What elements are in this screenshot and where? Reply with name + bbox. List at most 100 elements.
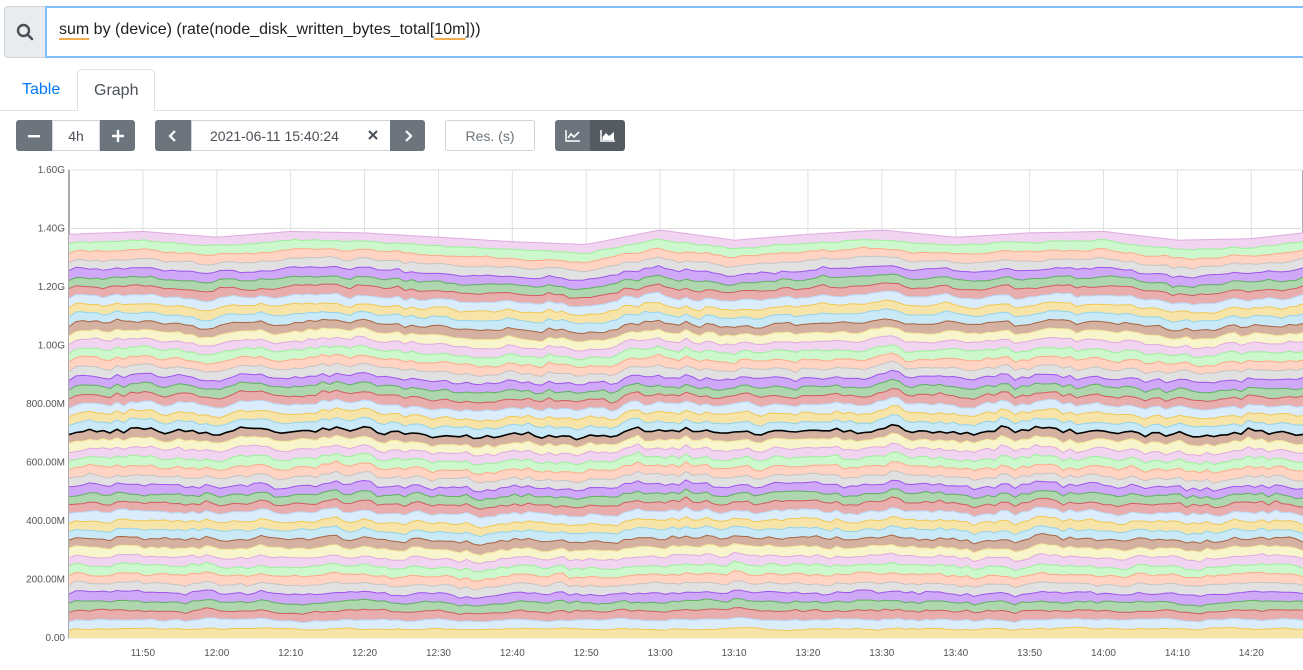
series-line [68, 352, 1303, 369]
series-area[interactable] [69, 282, 1303, 307]
series-area[interactable] [69, 617, 1303, 631]
series-area[interactable] [69, 533, 1303, 556]
clear-end-time-button[interactable] [362, 124, 384, 146]
series-area[interactable] [69, 335, 1303, 360]
query-token-sum: sum [59, 21, 90, 38]
series-line [68, 265, 1303, 281]
x-tick-label: 13:00 [648, 648, 673, 659]
x-tick-label: 12:00 [204, 648, 229, 659]
chevron-left-icon [168, 129, 176, 142]
series-area[interactable] [69, 525, 1303, 546]
tab-table[interactable]: Table [22, 81, 61, 98]
x-tick-label: 12:40 [500, 648, 525, 659]
series-line [68, 360, 1303, 378]
series-area[interactable] [69, 589, 1303, 607]
series-area[interactable] [69, 379, 1303, 404]
x-tick-label: 11:50 [131, 648, 156, 659]
x-tick-label: 12:20 [352, 648, 377, 659]
tab-graph[interactable]: Graph [77, 69, 156, 111]
series-line [68, 598, 1303, 607]
series-area[interactable] [69, 265, 1303, 290]
series-line [68, 388, 1303, 404]
series-area[interactable] [69, 405, 1303, 430]
area-chart-icon [599, 129, 615, 142]
series-line [68, 451, 1303, 466]
series-area[interactable] [69, 580, 1303, 599]
series-area[interactable] [69, 239, 1303, 263]
y-tick-label: 200.00M [26, 575, 65, 586]
series-line [68, 344, 1303, 361]
series-line [68, 414, 1303, 431]
series-area[interactable] [69, 388, 1303, 412]
series-area[interactable] [69, 352, 1303, 377]
decrease-range-button[interactable] [16, 120, 52, 151]
series-line [68, 551, 1303, 565]
minus-icon [28, 134, 40, 137]
series-area[interactable] [69, 274, 1303, 299]
x-tick-label: 13:40 [943, 648, 968, 659]
end-time-input[interactable]: 2021-06-11 15:40:24 [191, 120, 391, 151]
x-tick-label: 14:10 [1165, 648, 1190, 659]
close-icon [368, 130, 378, 140]
series-line [68, 460, 1303, 476]
series-area[interactable] [69, 256, 1303, 281]
search-icon [16, 23, 34, 41]
search-button[interactable] [4, 6, 45, 58]
series-line [68, 273, 1303, 291]
series-area[interactable] [69, 451, 1303, 475]
series-area[interactable] [69, 318, 1303, 342]
x-tick-label: 13:30 [869, 648, 894, 659]
query-token-close: ])) [465, 21, 481, 38]
series-line [68, 405, 1303, 422]
panel-tabs: Table Graph [0, 69, 1303, 111]
series-area[interactable] [69, 488, 1303, 510]
series-line [68, 543, 1303, 557]
query-token-body: by (device) (rate(node_disk_written_byte… [89, 21, 435, 38]
y-tick-label: 1.20G [38, 282, 65, 293]
y-tick-label: 1.00G [38, 341, 65, 352]
y-tick-label: 1.40G [38, 224, 65, 235]
series-area[interactable] [69, 460, 1303, 484]
end-time-forward-button[interactable] [390, 120, 425, 151]
series-line [68, 506, 1303, 519]
x-tick-label: 12:30 [426, 648, 451, 659]
x-tick-label: 12:10 [278, 648, 303, 659]
series-area[interactable] [69, 370, 1303, 394]
range-input[interactable]: 4h [52, 120, 100, 151]
resolution-input[interactable]: Res. (s) [445, 120, 535, 151]
series-line [68, 524, 1303, 538]
series-line [68, 560, 1303, 573]
series-line [68, 335, 1303, 352]
series-area[interactable] [69, 470, 1303, 492]
series-area[interactable] [69, 479, 1303, 501]
increase-range-button[interactable] [100, 120, 135, 151]
series-area[interactable] [69, 598, 1303, 615]
x-tick-label: 14:20 [1239, 648, 1264, 659]
series-area[interactable] [69, 247, 1303, 272]
line-chart-icon [564, 129, 580, 142]
stacked-chart-button[interactable] [590, 120, 625, 151]
series-line [68, 616, 1303, 624]
line-chart-button[interactable] [555, 120, 590, 151]
series-area[interactable] [69, 561, 1303, 582]
end-time-back-button[interactable] [155, 120, 191, 151]
series-line [68, 580, 1303, 591]
series-area[interactable] [69, 496, 1303, 519]
series-line [68, 238, 1303, 255]
expression-input[interactable]: sum by (device) (rate(node_disk_written_… [45, 6, 1303, 58]
series-line [68, 442, 1303, 457]
y-tick-label: 800.00M [26, 399, 65, 410]
x-tick-label: 12:50 [574, 648, 599, 659]
y-tick-label: 1.60G [38, 165, 65, 176]
series-line [68, 378, 1303, 395]
resolution-placeholder: Res. (s) [465, 127, 515, 144]
series-area[interactable] [69, 397, 1303, 422]
series-area[interactable] [69, 627, 1303, 638]
y-tick-label: 0.00 [46, 633, 66, 644]
series-line [68, 607, 1303, 616]
y-tick-label: 400.00M [26, 516, 65, 527]
series-line [68, 308, 1303, 325]
series-line [68, 496, 1303, 510]
series-area[interactable] [69, 424, 1303, 448]
series-line [68, 369, 1303, 386]
